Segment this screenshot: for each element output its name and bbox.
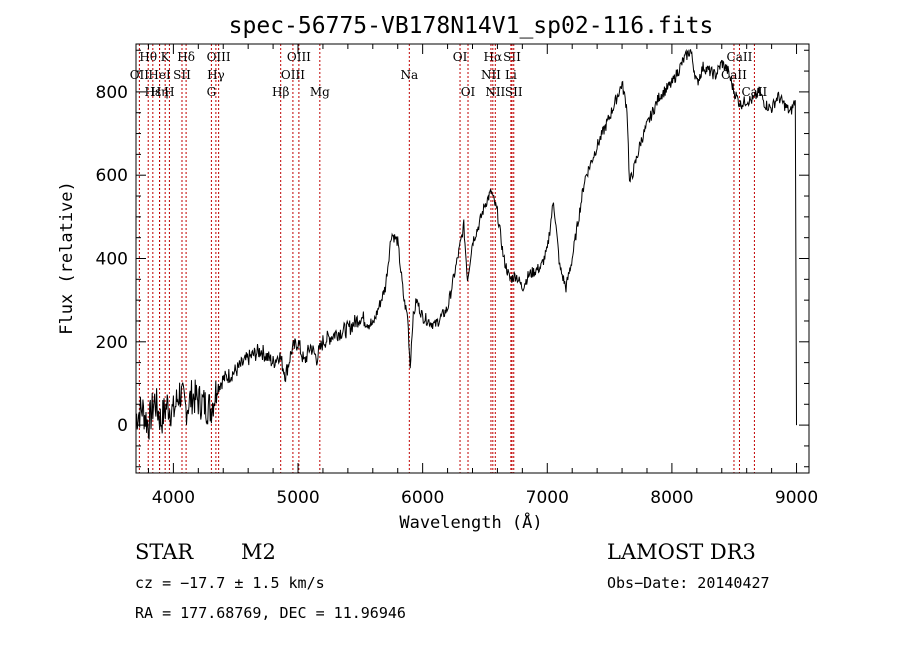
spectral-line-label: HeI	[148, 68, 171, 82]
y-axis: 0 200 400 600 800	[96, 49, 809, 468]
spectral-line-label: NII	[481, 68, 501, 82]
x-tick-label: 9000	[775, 488, 818, 508]
x-tick-label: 8000	[650, 488, 693, 508]
y-tick-label: 400	[96, 250, 128, 270]
y-tick-label: 600	[96, 166, 128, 186]
spectral-line-label: SII	[505, 85, 523, 99]
x-axis: 4000 5000 6000 7000 8000 9000	[147, 44, 818, 508]
spectral-line-label: OIII	[281, 68, 305, 82]
spectral-line-label: OI	[453, 50, 468, 64]
spectral-line-label: Hθ	[139, 50, 157, 64]
flux-series-line	[135, 48, 797, 440]
y-tick-label: 0	[117, 416, 128, 436]
spectral-line-label: OIII	[287, 50, 311, 64]
coordinates: RA = 177.68769, DEC = 11.96946	[135, 604, 406, 622]
redshift-velocity: cz = −17.7 ± 1.5 km/s	[135, 574, 325, 592]
x-axis-label: Wavelength (Å)	[399, 511, 542, 533]
series-layer	[135, 48, 797, 440]
spectral-line-label: H	[164, 85, 174, 99]
x-tick-label: 7000	[526, 488, 569, 508]
spectral-line-label: CaII	[721, 68, 747, 82]
spectral-line-label: CaII	[741, 85, 767, 99]
spectral-line-label: SII	[173, 68, 191, 82]
object-subclass: M2	[241, 540, 276, 564]
spectral-line-label: Hη	[151, 85, 169, 99]
spectral-line-label: Hγ	[207, 68, 225, 82]
x-tick-label: 5000	[276, 488, 319, 508]
spectral-line-label: CaII	[727, 50, 753, 64]
x-tick-label: 6000	[401, 488, 444, 508]
y-axis-label: Flux (relative)	[57, 181, 77, 335]
observation-date: Obs−Date: 20140427	[607, 574, 770, 592]
chart-title: spec-56775-VB178N14V1_sp02-116.fits	[229, 13, 714, 39]
spectral-lines-layer: Hθ OII Hε K HeI HηH SII Hδ OIII Hγ G Hβ OIII OIII Mg Na…	[130, 44, 768, 473]
spectral-line-label: Hδ	[177, 50, 195, 64]
spectral-line-label: Hβ	[272, 85, 289, 99]
spectral-line-label: K	[161, 50, 171, 64]
spectral-line-label: Na	[400, 68, 418, 82]
spectral-line-label: Hε	[144, 85, 161, 99]
spectral-line-label: SII	[503, 50, 521, 64]
x-tick-label: 4000	[152, 488, 195, 508]
plot-frame	[135, 43, 810, 474]
y-tick-label: 800	[96, 83, 128, 103]
spectral-line-label: Mg	[310, 85, 330, 99]
spectral-line-label: NII	[485, 85, 505, 99]
spectral-line-label: Li	[505, 68, 517, 82]
spectral-line-label: OIII	[207, 50, 231, 64]
spectral-line-label: OII	[130, 68, 150, 82]
y-tick-label: 200	[96, 333, 128, 353]
object-class: STAR	[135, 540, 194, 564]
survey-name: LAMOST DR3	[607, 540, 756, 564]
spectral-line-label: G	[207, 85, 217, 99]
spectral-line-label: Hα	[484, 50, 503, 64]
spectral-line-label: OI	[461, 85, 476, 99]
